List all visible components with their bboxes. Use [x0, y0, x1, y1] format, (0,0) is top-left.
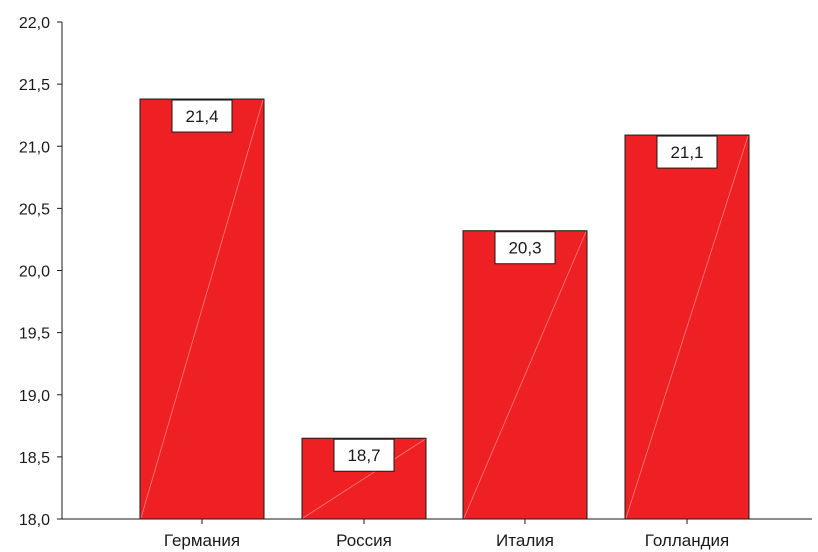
data-label: 18,7	[347, 446, 380, 465]
data-label-box	[494, 231, 556, 265]
data-label-box	[171, 99, 233, 133]
y-tick-label: 20,5	[19, 201, 50, 218]
bar-sheen	[140, 99, 264, 519]
data-label: 21,4	[185, 107, 218, 126]
chart-axes: 18,0 18,5 19,0 19,5 20,0 20,5 21,0 21,5 22,0 Герм…	[19, 15, 812, 550]
chart-labels: 21,4 18,7 20,3 21,1	[171, 99, 718, 472]
data-label: 21,1	[670, 143, 703, 162]
y-tick-label: 21,0	[19, 139, 50, 156]
x-tick-label: Россия	[336, 531, 392, 550]
y-tick-label: 20,0	[19, 264, 50, 281]
y-tick-label: 19,0	[19, 388, 50, 405]
x-tick-label: Италия	[496, 531, 554, 550]
y-tick-label: 18,0	[19, 512, 50, 529]
y-tick-label: 22,0	[19, 15, 50, 32]
y-tick-label: 21,5	[19, 77, 50, 94]
data-label: 20,3	[508, 239, 541, 258]
data-label-box	[333, 438, 395, 472]
bar-sheen	[302, 438, 426, 519]
data-label-box	[656, 135, 718, 169]
x-tick-label: Голландия	[645, 531, 729, 550]
chart-bars	[139, 98, 750, 520]
bar-sheen	[625, 135, 749, 519]
bar-sheen	[463, 231, 587, 519]
x-tick-label: Германия	[164, 531, 240, 550]
y-tick-label: 19,5	[19, 326, 50, 343]
y-tick-label: 18,5	[19, 450, 50, 467]
